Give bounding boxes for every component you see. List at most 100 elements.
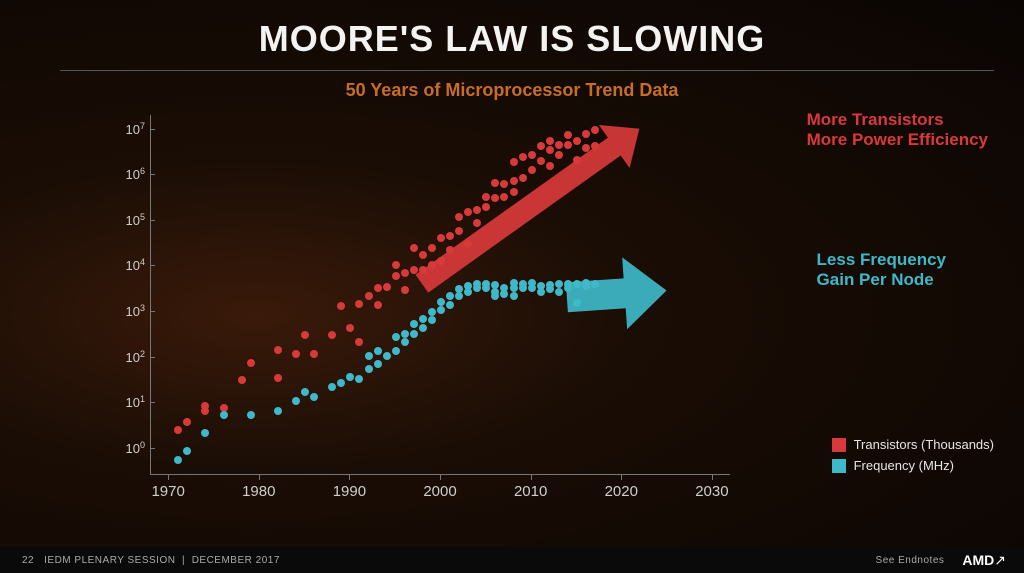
y-tick-label: 107	[100, 120, 145, 136]
frequency-point	[528, 279, 536, 287]
x-tick-label: 2020	[605, 483, 638, 500]
transistor-point	[500, 193, 508, 201]
transistor-point	[482, 193, 490, 201]
footer-bar: 22 IEDM PLENARY SESSION | DECEMBER 2017 …	[0, 547, 1024, 573]
frequency-point	[455, 292, 463, 300]
transistor-point	[337, 302, 345, 310]
transistor-point	[446, 232, 454, 240]
transistor-point	[500, 180, 508, 188]
x-tick-label: 2000	[423, 483, 456, 500]
transistor-point	[510, 158, 518, 166]
transistor-point	[546, 162, 554, 170]
transistor-point	[328, 331, 336, 339]
frequency-point	[328, 383, 336, 391]
legend-swatch	[832, 438, 846, 452]
x-tick-label: 1990	[333, 483, 366, 500]
frequency-point	[446, 292, 454, 300]
frequency-point	[355, 375, 363, 383]
frequency-point	[346, 373, 354, 381]
frequency-point	[201, 429, 209, 437]
transistor-point	[564, 141, 572, 149]
transistor-point	[510, 188, 518, 196]
frequency-point	[220, 411, 228, 419]
transistor-point	[573, 137, 581, 145]
legend-swatch	[832, 459, 846, 473]
transistor-point	[383, 283, 391, 291]
transistor-point	[174, 426, 182, 434]
transistor-point	[555, 151, 563, 159]
transistor-point	[419, 266, 427, 274]
annot-line1: More Transistors	[807, 110, 944, 129]
footer-endnotes: See Endnotes	[876, 555, 945, 566]
logo-arrow-icon: ↗	[994, 552, 1006, 568]
transistor-point	[528, 151, 536, 159]
transistor-point	[591, 142, 599, 150]
frequency-point	[564, 280, 572, 288]
frequency-point	[410, 330, 418, 338]
frequency-point	[582, 279, 590, 287]
frequency-point	[292, 397, 300, 405]
x-tick-label: 2010	[514, 483, 547, 500]
transistor-point	[310, 350, 318, 358]
slide-subtitle: 50 Years of Microprocessor Trend Data	[0, 80, 1024, 101]
frequency-point	[573, 299, 581, 307]
legend-label: Transistors (Thousands)	[854, 437, 994, 452]
transistor-point	[455, 227, 463, 235]
frequency-point	[183, 447, 191, 455]
frequency-point	[410, 320, 418, 328]
footer-sep: |	[175, 555, 191, 566]
transistor-point	[401, 269, 409, 277]
frequency-point	[519, 280, 527, 288]
transistor-point	[374, 284, 382, 292]
transistor-point	[546, 137, 554, 145]
transistor-point	[374, 301, 382, 309]
transistor-point	[428, 261, 436, 269]
transistor-point	[510, 177, 518, 185]
frequency-point	[455, 285, 463, 293]
transistor-point	[455, 213, 463, 221]
x-tick-label: 1970	[151, 483, 184, 500]
transistor-point	[519, 153, 527, 161]
transistor-point	[591, 126, 599, 134]
y-tick-label: 104	[100, 257, 145, 273]
transistor-point	[247, 359, 255, 367]
frequency-point	[374, 347, 382, 355]
plot-area	[150, 115, 730, 475]
transistor-point	[201, 402, 209, 410]
transistor-point	[582, 144, 590, 152]
transistor-point	[564, 131, 572, 139]
annot-line2: More Power Efficiency	[807, 130, 988, 149]
frequency-point	[482, 280, 490, 288]
frequency-point	[473, 280, 481, 288]
frequency-annotation: Less Frequency Gain Per Node	[817, 250, 946, 291]
legend: Transistors (Thousands) Frequency (MHz)	[832, 431, 994, 473]
transistor-point	[446, 246, 454, 254]
transistor-point	[428, 244, 436, 252]
transistor-point	[346, 324, 354, 332]
transistor-point	[437, 234, 445, 242]
transistor-point	[355, 338, 363, 346]
frequency-point	[401, 338, 409, 346]
legend-label: Frequency (MHz)	[854, 458, 954, 473]
transistor-annotation: More Transistors More Power Efficiency	[807, 110, 988, 151]
transistor-point	[491, 194, 499, 202]
y-tick-label: 103	[100, 303, 145, 319]
frequency-point	[337, 379, 345, 387]
frequency-point	[510, 292, 518, 300]
transistor-point	[274, 374, 282, 382]
frequency-point	[510, 279, 518, 287]
transistor-point	[537, 157, 545, 165]
frequency-point	[500, 290, 508, 298]
legend-item: Frequency (MHz)	[832, 458, 994, 473]
frequency-point	[591, 280, 599, 288]
x-tick-label: 1980	[242, 483, 275, 500]
transistor-point	[301, 331, 309, 339]
transistor-point	[519, 174, 527, 182]
frequency-point	[428, 308, 436, 316]
frequency-point	[392, 333, 400, 341]
frequency-point	[174, 456, 182, 464]
frequency-point	[573, 280, 581, 288]
x-tick-label: 2030	[695, 483, 728, 500]
frequency-point	[419, 315, 427, 323]
frequency-point	[437, 298, 445, 306]
